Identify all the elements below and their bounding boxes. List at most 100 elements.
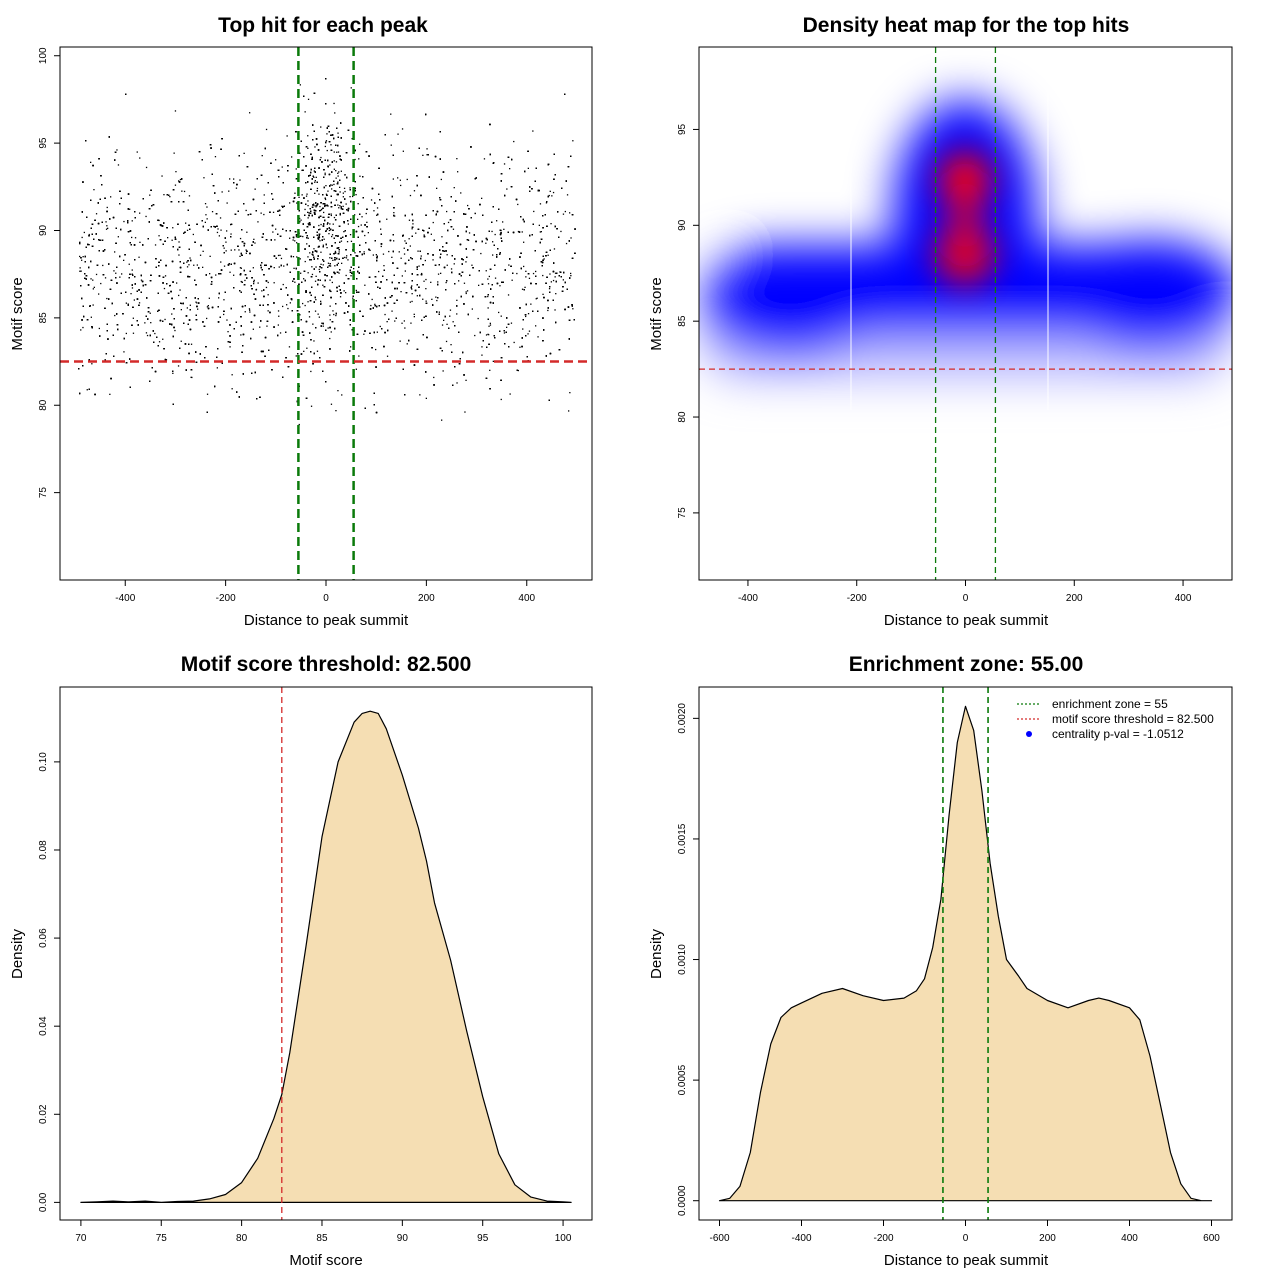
scatter-point: [397, 177, 399, 179]
scatter-point: [349, 187, 351, 189]
scatter-point: [542, 293, 544, 295]
scatter-point: [330, 403, 333, 405]
scatter-point: [420, 255, 422, 257]
scatter-point: [197, 308, 199, 310]
scatter-point: [202, 266, 204, 268]
scatter-point: [314, 146, 316, 148]
scatter-point: [450, 344, 452, 346]
scatter-point: [355, 194, 357, 196]
scatter-point: [352, 195, 354, 198]
scatter-point: [400, 257, 402, 259]
scatter-point: [93, 189, 95, 191]
scatter-point: [436, 299, 438, 302]
scatter-point: [549, 273, 551, 275]
scatter-point: [401, 128, 404, 130]
scatter-point: [295, 168, 297, 170]
scatter-point: [569, 212, 571, 214]
scatter-point: [408, 219, 411, 221]
scatter-point: [306, 347, 308, 349]
scatter-point: [240, 267, 242, 269]
scatter-point: [263, 213, 265, 216]
scatter-point: [277, 254, 280, 257]
scatter-point: [393, 212, 395, 214]
scatter-point: [260, 212, 262, 214]
scatter-point: [550, 223, 552, 225]
scatter-point: [483, 158, 486, 160]
scatter-point: [340, 240, 343, 242]
scatter-point: [302, 235, 304, 238]
scatter-point: [320, 300, 322, 302]
scatter-point: [403, 253, 406, 255]
scatter-point: [221, 191, 223, 193]
scatter-point: [319, 205, 321, 208]
scatter-point: [562, 213, 565, 215]
scatter-point: [303, 278, 305, 280]
scatter-point: [398, 251, 400, 253]
scatter-point: [206, 206, 208, 208]
scatter-point: [323, 238, 325, 240]
scatter-point: [370, 199, 373, 201]
scatter-point: [119, 276, 121, 278]
scatter-point: [440, 272, 442, 274]
scatter-point: [474, 334, 476, 337]
scatter-point: [525, 276, 527, 278]
scatter-point: [331, 188, 333, 190]
scatter-point: [346, 241, 349, 243]
scatter-point: [299, 217, 301, 220]
scatter-point: [409, 245, 411, 247]
scatter-point: [394, 320, 396, 322]
scatter-point: [481, 197, 483, 199]
scatter-point: [82, 326, 84, 329]
scatter-point: [339, 212, 341, 215]
scatter-point: [299, 258, 301, 260]
scatter-point: [289, 237, 291, 239]
scatter-point: [275, 228, 277, 230]
scatter-point: [323, 216, 325, 218]
scatter-point: [218, 235, 220, 237]
scatter-point: [134, 237, 137, 239]
scatter-point: [430, 281, 432, 283]
scatter-point: [277, 324, 279, 326]
scatter-point: [503, 163, 506, 165]
scatter-point: [265, 286, 268, 289]
scatter-point: [532, 272, 535, 275]
scatter-point: [80, 270, 82, 272]
scatter-point: [508, 264, 510, 266]
scatter-point: [499, 285, 501, 287]
scatter-point: [430, 233, 432, 235]
scatter-point: [136, 151, 138, 153]
scatter-point: [309, 252, 311, 254]
scatter-point: [139, 212, 141, 214]
scatter-point: [139, 241, 141, 243]
scatter-point: [244, 279, 246, 282]
scatter-point: [344, 174, 346, 176]
scatter-point: [186, 307, 188, 309]
scatter-point: [163, 194, 165, 196]
scatter-point: [449, 309, 452, 311]
scatter-point: [333, 183, 335, 186]
scatter-point: [359, 143, 361, 145]
scatter-point: [337, 182, 339, 184]
scatter-point: [425, 397, 427, 399]
scatter-point: [467, 204, 469, 207]
scatter-point: [324, 145, 326, 148]
scatter-point: [106, 206, 108, 209]
scatter-point: [394, 215, 396, 217]
scatter-point: [317, 246, 319, 248]
scatter-point: [371, 298, 373, 301]
scatter-point: [266, 325, 268, 327]
scatter-point: [539, 231, 541, 233]
scatter-point: [218, 297, 220, 299]
scatter-point: [517, 230, 520, 233]
scatter-point: [321, 208, 323, 211]
scatter-point: [418, 265, 420, 267]
scatter-point: [397, 133, 399, 135]
scatter-point: [220, 229, 222, 231]
scatter-point: [171, 239, 173, 241]
scatter-point: [432, 259, 434, 261]
scatter-point: [286, 304, 288, 306]
scatter-point: [249, 112, 251, 114]
scatter-point: [331, 235, 333, 238]
scatter-point: [154, 244, 157, 246]
scatter-point: [322, 284, 324, 286]
